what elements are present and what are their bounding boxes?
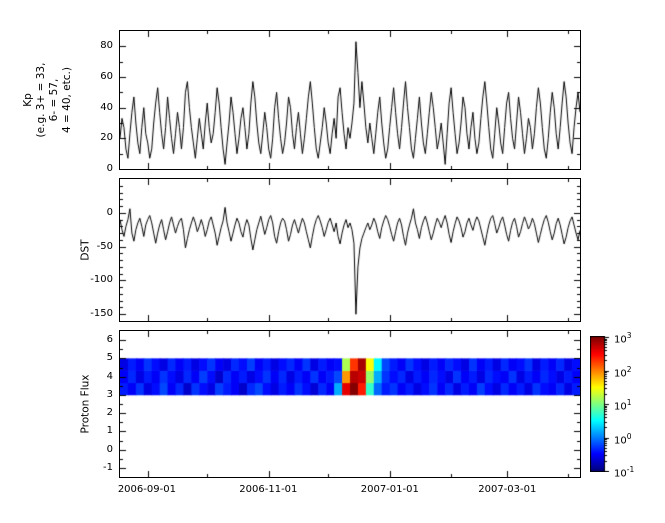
colorbar-tick-label: 102: [614, 364, 632, 379]
dst-ytick-label: 0: [106, 206, 113, 218]
proton-ytick-label: 3: [106, 388, 113, 400]
kp-axis-title-line4: 4 = 40, etc.): [61, 67, 73, 133]
proton-ytick-label: 4: [106, 370, 113, 382]
flux-colorbar: [590, 336, 620, 472]
colorbar-tick-label: 103: [614, 331, 632, 346]
kp-ytick-label: 0: [106, 163, 113, 174]
dst-panel: [119, 178, 581, 322]
colorbar-tick-label: 101: [614, 398, 632, 413]
proton-ytick-label: 2: [106, 407, 113, 419]
x-axis-date-label: 2007-03-01: [478, 484, 537, 495]
colorbar-tick-exponent: 2: [626, 364, 632, 374]
kp-axis-title-line2: (e.g. 3+ = 33,: [35, 62, 47, 138]
kp-ytick-label: 20: [100, 132, 113, 144]
kp-ytick-label: 40: [100, 101, 113, 113]
colorbar-tick-exponent: 1: [626, 398, 632, 407]
dst-plot-canvas: [120, 179, 580, 321]
proton-ytick-label: 0: [106, 443, 113, 455]
dst-ytick-label: -100: [90, 274, 113, 286]
proton-ytick-label: 6: [106, 334, 113, 346]
dst-ytick-label: -50: [96, 240, 113, 252]
proton-flux-panel: [119, 330, 581, 478]
kp-axis-title-line3: 6- = 57,: [48, 78, 60, 122]
colorbar-tick-exponent: -1: [626, 465, 635, 474]
colorbar-tick-exponent: 3: [626, 331, 632, 340]
kp-axis-title-line1: Kp: [22, 93, 34, 107]
x-axis-date-label: 2006-09-01: [117, 484, 176, 495]
proton-ytick-label: 5: [106, 352, 113, 364]
kp-ytick-label: 80: [100, 40, 113, 52]
colorbar-tick-label: 100: [614, 431, 632, 446]
proton-ytick-label: 1: [106, 425, 113, 437]
x-axis-date-label: 2006-11-01: [239, 484, 298, 495]
kp-panel: [119, 30, 581, 170]
colorbar-tick-label: 10-1: [614, 465, 635, 480]
kp-ytick-label: 60: [100, 71, 113, 82]
dst-ytick-label: -150: [90, 308, 113, 320]
colorbar-tick-exponent: 0: [626, 431, 632, 441]
x-axis-date-label: 2007-01-01: [360, 484, 419, 495]
kp-plot-canvas: [120, 31, 580, 169]
proton-ytick-label: -1: [103, 461, 113, 473]
kp-axis-title: Kp (e.g. 3+ = 33, 6- = 57, 4 = 40, etc.): [22, 63, 74, 138]
proton-spectrogram-canvas: [120, 331, 580, 477]
